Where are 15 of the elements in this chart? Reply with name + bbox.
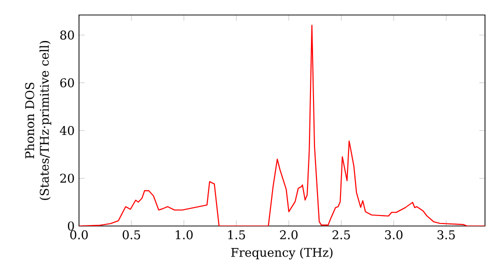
y-axis-title: Phonon DOS (States/THz·primitive cell) [24, 41, 52, 200]
x-tick-label: 2.5 [332, 230, 350, 240]
y-tick-label: 40 [60, 126, 74, 136]
x-tick-label: 2.0 [280, 230, 298, 240]
y-tick-label: 20 [60, 174, 74, 183]
x-tick-label: 3.5 [438, 230, 455, 240]
x-tick-label: 3.0 [385, 230, 402, 240]
y-tick-label: 0 [68, 221, 74, 231]
x-tick-label: 0.0 [70, 230, 88, 240]
x-tick-label: 0.5 [122, 230, 140, 240]
x-axis-title: Frequency (THz) [231, 248, 332, 260]
y-tick-label: 80 [60, 30, 74, 40]
y-tick-label: 60 [60, 78, 74, 88]
x-tick-label: 1.5 [228, 230, 245, 240]
x-tick-label: 1.0 [176, 230, 193, 240]
